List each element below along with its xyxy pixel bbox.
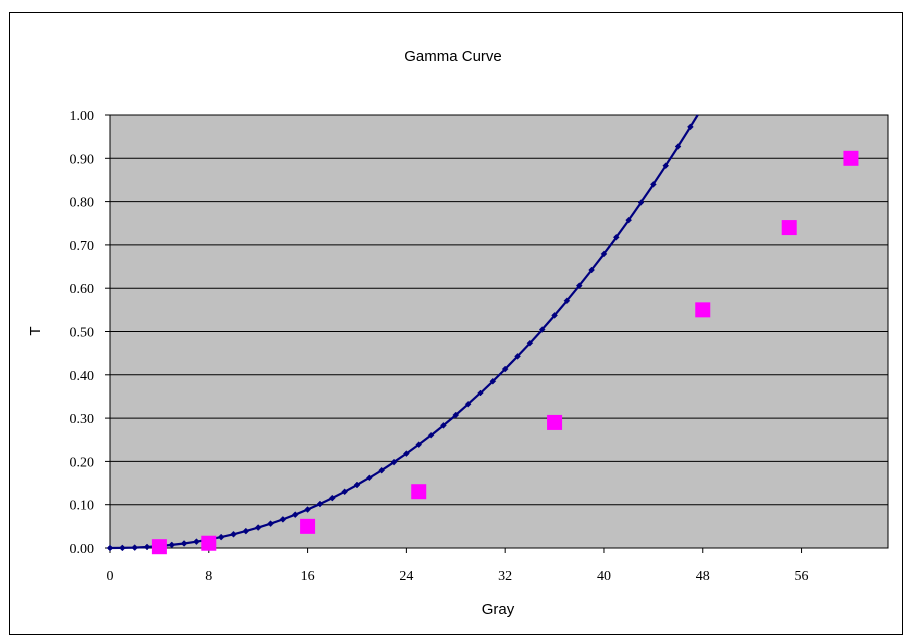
series-point (316, 500, 324, 508)
series-point (551, 312, 558, 319)
series-point (674, 143, 682, 150)
series-point (390, 458, 398, 466)
series-point (279, 516, 287, 523)
x-tick-label: 40 (597, 569, 611, 584)
series-point (637, 199, 645, 206)
series-point (378, 466, 386, 474)
x-tick-label: 16 (301, 569, 315, 584)
series-point (501, 365, 509, 373)
series-point (477, 389, 484, 397)
y-tick-label: 1.00 (70, 109, 95, 124)
series-point (600, 250, 608, 258)
series-point (612, 233, 620, 241)
series-point (341, 488, 348, 496)
series-point (538, 326, 546, 333)
series-point (452, 411, 460, 419)
series-point (687, 123, 694, 131)
series-point (440, 422, 447, 429)
gridlines (110, 157, 888, 506)
x-tick-label: 32 (498, 569, 512, 584)
y-tick-label: 0.70 (70, 239, 95, 254)
series-point (242, 527, 250, 535)
series-point (575, 282, 583, 289)
series-point (230, 530, 237, 538)
series-point (415, 441, 423, 448)
reference-point (201, 535, 217, 551)
series-point (464, 400, 472, 408)
reference-point (781, 220, 797, 236)
series-point (193, 538, 200, 546)
reference-point (411, 484, 427, 500)
series-point (403, 450, 410, 457)
y-axis-ticks: 0.00 0.10 0.20 0.30 0.40 0.50 0.60 0.70 0.80 0.90… (70, 109, 110, 557)
series-point (588, 266, 595, 274)
x-tick-label: 48 (696, 569, 710, 584)
series-point (168, 541, 176, 549)
y-tick-label: 0.90 (70, 152, 95, 167)
series-point (365, 474, 373, 482)
x-axis-title: Gray (482, 601, 515, 618)
y-tick-label: 0.80 (70, 196, 95, 211)
series-point (526, 339, 534, 347)
y-tick-label: 0.40 (70, 369, 95, 384)
series-point (514, 353, 521, 360)
x-tick-label: 56 (795, 569, 809, 584)
series-point (427, 431, 435, 439)
series-point (118, 544, 126, 552)
series-point (662, 162, 670, 170)
y-axis-title: T (27, 326, 44, 335)
x-axis-ticks: 0 8 16 24 32 40 48 56 (107, 548, 809, 584)
y-tick-label: 0.30 (70, 412, 95, 427)
series-point (353, 481, 361, 489)
reference-point (300, 518, 316, 534)
series-point (180, 540, 188, 547)
series-point (106, 544, 114, 552)
series-point (217, 533, 225, 541)
y-tick-label: 0.10 (70, 499, 95, 514)
reference-point (547, 414, 563, 430)
series-point (489, 377, 497, 385)
series-layer (106, 114, 859, 555)
series-point (254, 524, 262, 531)
y-tick-label: 0.60 (70, 282, 95, 297)
series-point (328, 494, 336, 502)
series-point (304, 506, 311, 513)
series-point (625, 216, 633, 224)
y-tick-label: 0.50 (70, 326, 95, 341)
y-tick-label: 0.00 (70, 542, 95, 557)
series-point (267, 520, 274, 528)
chart-title: Gamma Curve (404, 48, 502, 65)
x-tick-label: 0 (107, 569, 114, 584)
x-tick-label: 24 (399, 569, 413, 584)
series-point (650, 181, 657, 188)
y-tick-label: 0.20 (70, 455, 95, 470)
reference-point (695, 302, 711, 318)
series-point (563, 297, 571, 305)
series-point (143, 543, 151, 551)
series-point (291, 511, 299, 519)
x-tick-label: 8 (205, 569, 212, 584)
series-point (131, 544, 139, 551)
reference-point (151, 539, 167, 555)
reference-point (843, 150, 859, 166)
